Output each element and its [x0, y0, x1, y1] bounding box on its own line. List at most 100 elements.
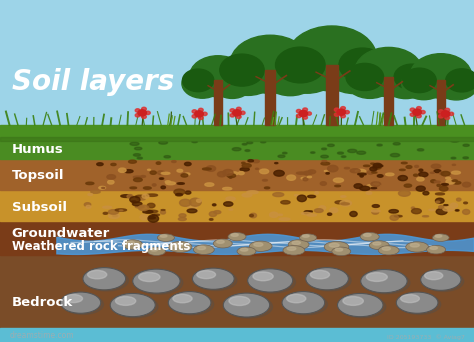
- Ellipse shape: [156, 162, 161, 165]
- Ellipse shape: [453, 181, 461, 184]
- Circle shape: [142, 115, 146, 118]
- Ellipse shape: [333, 178, 344, 182]
- Ellipse shape: [152, 184, 156, 186]
- Ellipse shape: [123, 240, 143, 249]
- Ellipse shape: [442, 184, 448, 185]
- Ellipse shape: [245, 150, 250, 152]
- Ellipse shape: [222, 171, 226, 173]
- Ellipse shape: [229, 176, 232, 178]
- Ellipse shape: [130, 197, 140, 203]
- Circle shape: [274, 47, 339, 93]
- Circle shape: [291, 35, 350, 77]
- Ellipse shape: [330, 208, 338, 213]
- Circle shape: [420, 110, 425, 114]
- Ellipse shape: [133, 269, 180, 293]
- Ellipse shape: [63, 294, 103, 314]
- Ellipse shape: [441, 171, 450, 176]
- Ellipse shape: [339, 296, 386, 318]
- Circle shape: [182, 69, 214, 92]
- Bar: [0, 137, 474, 141]
- Ellipse shape: [335, 201, 345, 204]
- Ellipse shape: [335, 248, 343, 251]
- Circle shape: [142, 107, 146, 111]
- Ellipse shape: [133, 154, 140, 156]
- Bar: [0, 0, 474, 139]
- Circle shape: [230, 35, 310, 93]
- Ellipse shape: [128, 160, 137, 163]
- Ellipse shape: [159, 178, 164, 179]
- Ellipse shape: [328, 165, 338, 172]
- Circle shape: [135, 114, 140, 117]
- Ellipse shape: [414, 174, 418, 176]
- Ellipse shape: [179, 214, 186, 218]
- Ellipse shape: [137, 198, 145, 200]
- Ellipse shape: [421, 269, 461, 290]
- Ellipse shape: [160, 235, 167, 237]
- Ellipse shape: [283, 152, 287, 154]
- Ellipse shape: [224, 202, 233, 206]
- Ellipse shape: [301, 177, 307, 179]
- Circle shape: [307, 112, 311, 115]
- Ellipse shape: [116, 297, 136, 305]
- Circle shape: [199, 116, 203, 119]
- Ellipse shape: [431, 164, 441, 168]
- Circle shape: [441, 111, 450, 117]
- Ellipse shape: [406, 242, 428, 252]
- Ellipse shape: [335, 185, 340, 187]
- Ellipse shape: [260, 169, 269, 174]
- Ellipse shape: [304, 211, 310, 214]
- Ellipse shape: [390, 215, 399, 220]
- Circle shape: [429, 62, 466, 88]
- Ellipse shape: [223, 187, 232, 190]
- Ellipse shape: [232, 148, 241, 151]
- Circle shape: [435, 69, 474, 100]
- Ellipse shape: [64, 294, 82, 303]
- Ellipse shape: [436, 198, 444, 203]
- Ellipse shape: [148, 216, 155, 219]
- Circle shape: [417, 107, 421, 110]
- Polygon shape: [57, 234, 474, 254]
- Ellipse shape: [250, 214, 254, 217]
- Bar: [0, 255, 474, 328]
- Ellipse shape: [99, 186, 106, 189]
- Ellipse shape: [282, 291, 325, 314]
- Ellipse shape: [310, 152, 315, 153]
- Ellipse shape: [432, 234, 449, 241]
- Bar: [437, 80, 445, 125]
- Ellipse shape: [439, 172, 444, 174]
- Ellipse shape: [393, 143, 400, 145]
- Ellipse shape: [263, 180, 267, 181]
- Circle shape: [223, 70, 252, 91]
- Ellipse shape: [238, 172, 244, 175]
- Bar: [0, 221, 474, 255]
- Ellipse shape: [371, 187, 377, 189]
- Ellipse shape: [463, 157, 468, 159]
- Ellipse shape: [366, 273, 387, 281]
- Ellipse shape: [419, 169, 423, 171]
- Ellipse shape: [427, 246, 446, 254]
- Ellipse shape: [161, 186, 165, 189]
- Ellipse shape: [430, 172, 434, 173]
- Circle shape: [237, 115, 241, 118]
- Ellipse shape: [372, 205, 379, 208]
- Ellipse shape: [341, 203, 349, 205]
- Circle shape: [212, 70, 252, 98]
- Ellipse shape: [159, 141, 167, 144]
- Ellipse shape: [88, 271, 107, 279]
- Ellipse shape: [308, 195, 316, 198]
- Ellipse shape: [86, 182, 94, 185]
- Circle shape: [438, 110, 443, 113]
- Ellipse shape: [240, 168, 249, 171]
- Ellipse shape: [452, 164, 456, 166]
- Ellipse shape: [376, 185, 380, 186]
- Ellipse shape: [197, 246, 206, 250]
- Ellipse shape: [308, 270, 351, 291]
- Ellipse shape: [287, 247, 296, 250]
- Ellipse shape: [319, 206, 326, 210]
- Ellipse shape: [443, 207, 454, 211]
- Ellipse shape: [130, 142, 139, 145]
- Ellipse shape: [435, 235, 442, 237]
- Text: Bedrock: Bedrock: [12, 296, 73, 309]
- Ellipse shape: [150, 248, 158, 251]
- Ellipse shape: [124, 170, 133, 173]
